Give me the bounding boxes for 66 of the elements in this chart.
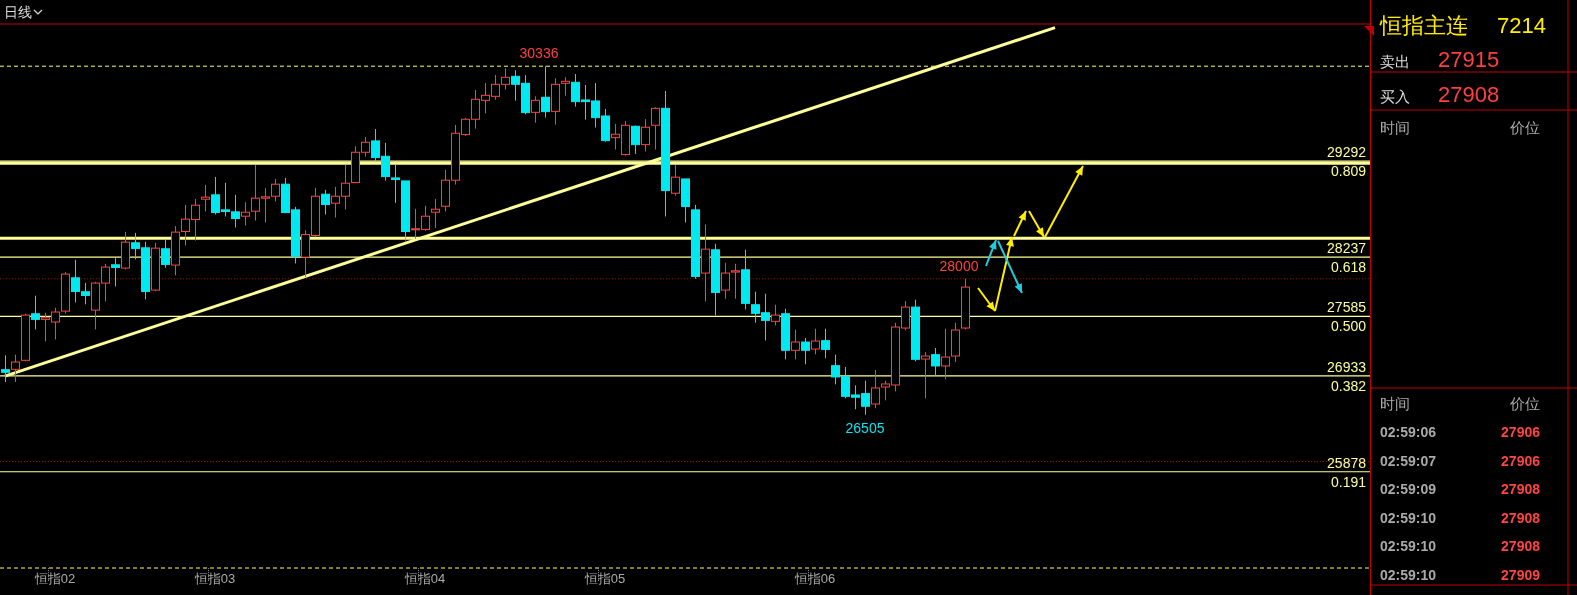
x-tick-label: 恒指06 xyxy=(793,570,836,586)
x-tick-label: 恒指04 xyxy=(403,570,446,586)
text: 卖出 xyxy=(1380,53,1410,70)
candlestick xyxy=(811,328,820,355)
candlestick xyxy=(431,198,440,229)
x-tick-label: 恒指05 xyxy=(583,570,626,586)
text: 价位 xyxy=(1509,119,1540,136)
chart-title: 日线 xyxy=(4,4,32,20)
candlestick xyxy=(111,257,120,287)
candlestick xyxy=(11,354,20,383)
x-tick-label: 恒指03 xyxy=(193,570,236,586)
candlestick xyxy=(541,65,550,119)
candlestick xyxy=(641,118,650,153)
candlestick xyxy=(1,354,10,383)
text: 27908 xyxy=(1501,538,1541,554)
candlestick xyxy=(771,304,780,326)
text: 时间 xyxy=(1380,395,1410,412)
annotation: 30336 xyxy=(519,45,559,62)
text: 02:59:09 xyxy=(1380,481,1437,497)
candlestick xyxy=(921,351,930,399)
candlestick xyxy=(631,125,640,155)
text: 27908 xyxy=(1501,509,1541,526)
text: 27915 xyxy=(1438,47,1500,72)
candlestick xyxy=(931,347,940,377)
text: 27906 xyxy=(1501,424,1541,440)
annotation: 0.809 xyxy=(1330,163,1367,180)
ref-line-label: 25878 xyxy=(1327,454,1367,471)
x-tick-label: 恒指02 xyxy=(33,570,76,586)
candlestick xyxy=(651,106,660,151)
candlestick xyxy=(201,184,210,212)
annotation: 0.500 xyxy=(1330,318,1367,335)
text: 27908 xyxy=(1501,481,1541,497)
ref-line-label: 28237 xyxy=(1327,240,1367,257)
annotation: 26505 xyxy=(845,419,885,436)
candlestick xyxy=(701,224,710,302)
candlestick xyxy=(31,295,40,330)
text: 买入 xyxy=(1380,88,1410,105)
text: 7214 xyxy=(1497,13,1546,38)
candlestick xyxy=(391,164,400,204)
annotation: 0.382 xyxy=(1330,377,1367,394)
candlestick xyxy=(241,201,250,226)
candlestick xyxy=(161,239,170,269)
annotation: 0.191 xyxy=(1330,473,1367,490)
text: 02:59:07 xyxy=(1380,452,1437,469)
ref-line-label: 26933 xyxy=(1327,358,1367,375)
text: 时间 xyxy=(1380,119,1410,136)
text: 27906 xyxy=(1501,452,1541,469)
text: 价位 xyxy=(1509,395,1540,412)
text: 02:59:10 xyxy=(1380,509,1437,526)
candlestick xyxy=(671,164,680,197)
candlestick xyxy=(821,328,830,359)
candlestick xyxy=(531,95,540,124)
candlestick xyxy=(321,189,330,215)
text: 02:59:10 xyxy=(1380,538,1437,554)
text: 02:59:06 xyxy=(1380,424,1437,440)
ref-line-label: 29292 xyxy=(1327,144,1367,161)
annotation: 0.618 xyxy=(1330,259,1367,276)
text: 恒指主连 xyxy=(1379,13,1468,38)
text: 27908 xyxy=(1438,82,1500,107)
candlestick xyxy=(801,337,810,365)
ref-line-label: 27585 xyxy=(1327,299,1367,316)
annotation: 28000 xyxy=(939,257,979,274)
text: 27909 xyxy=(1501,566,1541,583)
candlestick xyxy=(791,329,800,360)
text: 02:59:10 xyxy=(1380,566,1437,583)
candlestick xyxy=(561,76,570,97)
